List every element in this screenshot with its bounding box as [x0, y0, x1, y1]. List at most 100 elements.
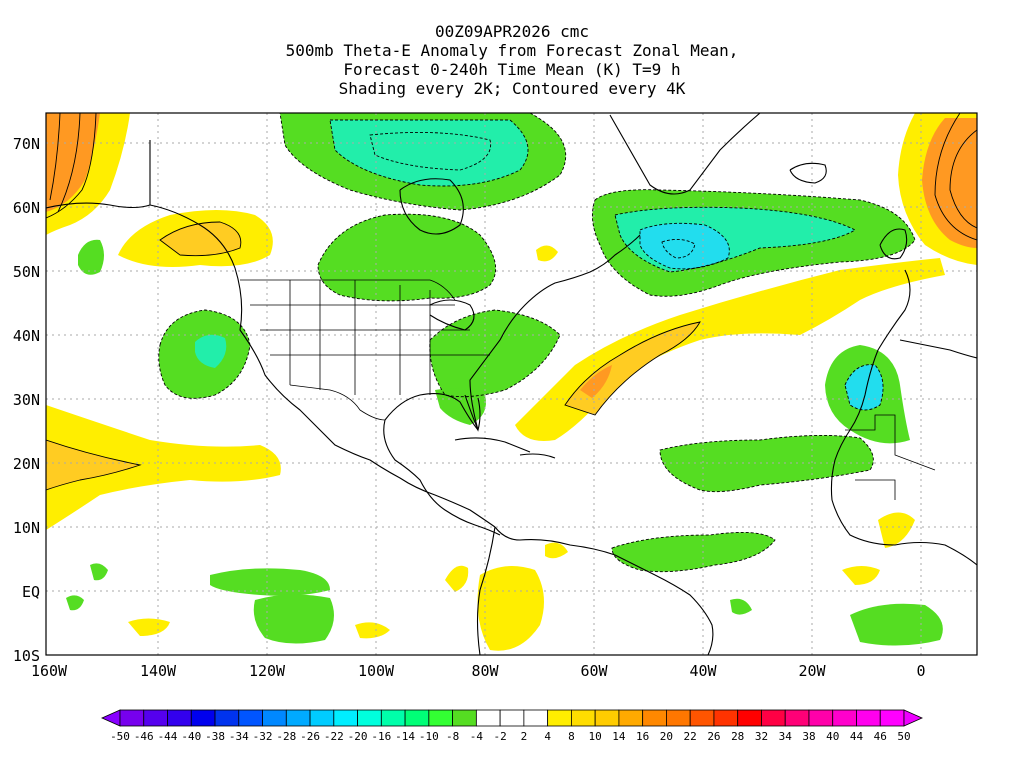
- colorbar-label: 44: [850, 730, 864, 743]
- africa-warm-1: [842, 566, 880, 585]
- pacific-eq-warm-2: [355, 622, 390, 639]
- eastpacific-warm-core: [46, 440, 140, 490]
- eq-pacific-cool-4: [66, 595, 84, 611]
- colorbar-label: 50: [897, 730, 910, 743]
- europe-warm-core: [922, 118, 977, 248]
- sa-north-coast: [494, 526, 714, 655]
- atlantic-warm-band: [515, 258, 945, 441]
- lat-label-40n: 40N: [13, 327, 40, 345]
- atlantic-neg-contour-4: [661, 239, 696, 259]
- colorbar-label: -26: [300, 730, 320, 743]
- us-mexico-border: [289, 384, 386, 421]
- canada-neg-contour-2: [329, 119, 529, 187]
- africa-border-2: [855, 479, 896, 500]
- map-title: 00Z09APR2026 cmc 500mb Theta-E Anomaly f…: [0, 22, 1024, 98]
- colorbar-swatch: [713, 709, 739, 727]
- anomaly-shading: [46, 113, 977, 651]
- colorbar-low-arrow: [101, 709, 121, 727]
- lon-label-140w: 140W: [140, 662, 177, 680]
- lat-label-20n: 20N: [13, 455, 40, 473]
- colorbar-label: 38: [802, 730, 815, 743]
- colorbar-swatch: [214, 709, 240, 727]
- colorbar-label: 10: [589, 730, 602, 743]
- sa-warm-2: [445, 565, 469, 592]
- gridlines: [46, 113, 977, 655]
- colorbar-swatch: [143, 709, 168, 727]
- pacific-neg-contour: [158, 309, 251, 399]
- colorbar-label: -16: [371, 730, 391, 743]
- na-gulf-east-coast: [384, 234, 641, 431]
- coastlines: [46, 113, 977, 655]
- colorbar-swatch: [594, 709, 620, 727]
- pacific-warm-core: [160, 222, 241, 256]
- alaska-warm-core: [46, 113, 100, 212]
- colorbar-swatch: [285, 709, 311, 727]
- lon-axis: 160W 140W 120W 100W 80W 60W 40W 20W 0: [31, 662, 926, 680]
- colorbar-swatch: [380, 709, 406, 727]
- colorbar-swatch: [523, 709, 549, 727]
- colorbar-swatch: [167, 709, 192, 727]
- colorbar-swatch: [309, 709, 335, 727]
- lat-label-60n: 60N: [13, 199, 40, 217]
- lon-label-100w: 100W: [358, 662, 395, 680]
- lon-label-80w: 80W: [471, 662, 499, 680]
- colorbar-label: 46: [874, 730, 887, 743]
- colorbar-swatch: [642, 709, 667, 727]
- lat-label-70n: 70N: [13, 135, 40, 153]
- colorbar-swatch: [547, 709, 572, 727]
- colorbar-swatch: [879, 709, 905, 727]
- colorbar-label: 22: [684, 730, 697, 743]
- hudson-bay: [399, 178, 464, 235]
- us-canada-border: [240, 279, 456, 301]
- colorbar-label: 32: [755, 730, 768, 743]
- africa-warm-2: [878, 512, 915, 548]
- colorbar-swatch: [618, 709, 644, 727]
- atlantic-cool-core: [640, 223, 730, 269]
- eq-pacific-cool-1: [210, 568, 330, 596]
- negative-contours: [158, 113, 916, 573]
- colorbar-swatch: [238, 709, 263, 727]
- lat-label-10s: 10S: [13, 647, 40, 665]
- title-line-3: Forecast 0-240h Time Mean (K) T=9 h: [343, 60, 681, 79]
- colorbar-label: -44: [158, 730, 178, 743]
- canada-cool-core: [330, 120, 528, 186]
- atlantic-small-cool: [730, 598, 752, 615]
- colorbar-swatch: [452, 709, 477, 727]
- hispaniola: [519, 453, 556, 459]
- cuba: [454, 437, 531, 453]
- colorbar-swatch: [428, 709, 454, 727]
- eastpacific-warm-band: [46, 405, 281, 530]
- colorbar-label: -22: [324, 730, 344, 743]
- lon-label-120w: 120W: [249, 662, 286, 680]
- europe-contour-1: [934, 113, 977, 241]
- title-line-4: Shading every 2K; Contoured every 4K: [338, 79, 686, 98]
- colorbar-label: 26: [707, 730, 720, 743]
- lon-label-0: 0: [916, 662, 925, 680]
- colorbar-label: 34: [779, 730, 793, 743]
- central-america: [383, 419, 501, 536]
- atlantic-warm-peak: [580, 365, 612, 398]
- colorbar-high-arrow: [903, 709, 923, 727]
- colorbar-swatch: [689, 709, 715, 727]
- colorbar-label: -34: [229, 730, 249, 743]
- na-west-coast: [149, 140, 496, 528]
- lon-label-20w: 20W: [798, 662, 826, 680]
- eastpacific-contour: [46, 439, 142, 491]
- colorbar-swatch: [357, 709, 382, 727]
- plot-frame: [45, 112, 978, 656]
- pacific-warm-contour: [159, 221, 242, 257]
- pacific-cool-blob-core: [195, 334, 227, 368]
- colorbar-label: -38: [205, 730, 225, 743]
- colorbar-swatch: [570, 709, 596, 727]
- colorbar-label: -14: [395, 730, 415, 743]
- atlantic-warm-core: [565, 322, 700, 415]
- greenland: [609, 113, 761, 195]
- lon-label-160w: 160W: [31, 662, 68, 680]
- colorbar-label: 8: [568, 730, 575, 743]
- colorbar-label: 16: [636, 730, 649, 743]
- colorbar-label: 2: [521, 730, 528, 743]
- colorbar-label: -50: [110, 730, 130, 743]
- tropical-atlantic-cool: [660, 435, 874, 492]
- iceland: [789, 162, 827, 184]
- title-line-2: 500mb Theta-E Anomaly from Forecast Zona…: [285, 41, 739, 60]
